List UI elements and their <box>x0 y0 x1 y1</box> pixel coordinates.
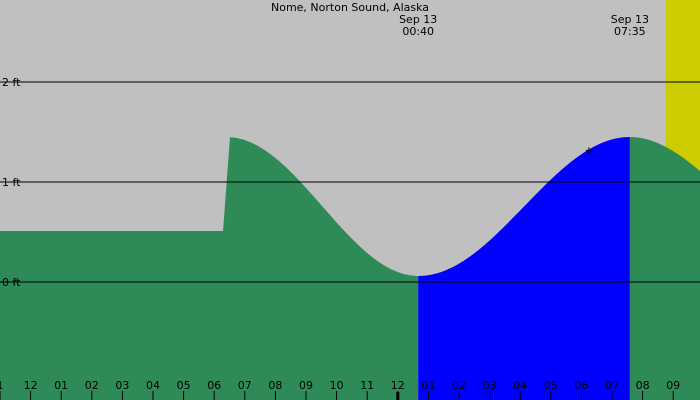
x-tick-label: 01 <box>421 379 435 392</box>
current-time-marker <box>585 147 592 154</box>
x-tick-label: 03 <box>483 379 497 392</box>
rising-tide-segment <box>418 137 630 400</box>
x-tick-label: 09 <box>299 379 313 392</box>
falling-tide-segment <box>629 137 700 400</box>
x-tick-label: 05 <box>544 379 558 392</box>
y-tick-label: 2 ft <box>2 76 21 89</box>
x-tick-label: 01 <box>54 379 68 392</box>
y-tick-label: 1 ft <box>2 176 21 189</box>
x-tick-label: 06 <box>574 379 588 392</box>
x-tick-label: 04 <box>146 379 160 392</box>
chart-title: Nome, Norton Sound, Alaska <box>271 1 429 14</box>
falling-tide-segment <box>0 137 419 400</box>
tide-event-date: Sep 13 <box>611 13 649 26</box>
x-tick-label: 07 <box>605 379 619 392</box>
tide-area <box>0 137 700 400</box>
midnight-marker <box>396 392 400 400</box>
x-tick-label: 07 <box>238 379 252 392</box>
x-tick-label: 10 <box>330 379 344 392</box>
x-tick-label: 11 <box>360 379 374 392</box>
y-gridlines <box>0 81 700 400</box>
tide-event-time: 00:40 <box>402 25 434 38</box>
x-tick-label: 05 <box>177 379 191 392</box>
x-tick-label: 04 <box>513 379 527 392</box>
x-tick-label: 02 <box>85 379 99 392</box>
x-tick-label: 03 <box>115 379 129 392</box>
y-tick-label: 0 ft <box>2 276 21 289</box>
x-tick-label: 09 <box>666 379 680 392</box>
x-tick-label: 02 <box>452 379 466 392</box>
x-tick-label: 06 <box>207 379 221 392</box>
x-tick-label: 1 <box>0 379 4 392</box>
labels: Nome, Norton Sound, Alaska 0 ft 1 ft 2 ft S… <box>0 1 680 392</box>
tide-event-date: Sep 13 <box>399 13 437 26</box>
x-tick-label: 12 <box>24 379 38 392</box>
x-tick-label: 08 <box>268 379 282 392</box>
x-tick-label: 08 <box>636 379 650 392</box>
tide-event-time: 07:35 <box>614 25 646 38</box>
x-tick-label: 12 <box>391 379 405 392</box>
